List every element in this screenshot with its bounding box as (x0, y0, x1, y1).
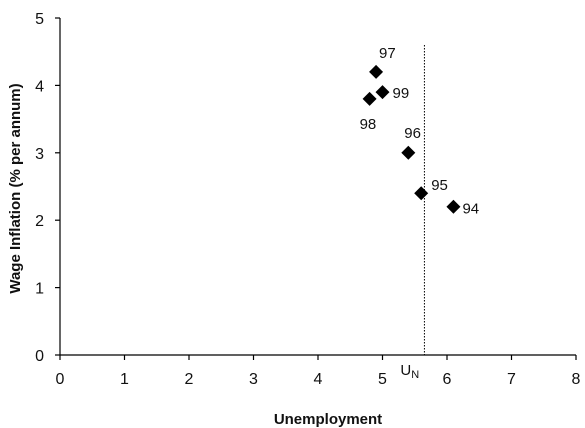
x-tick-label: 3 (249, 371, 258, 388)
x-tick-label: 0 (56, 371, 65, 388)
x-axis-title: Unemployment (274, 411, 382, 428)
data-point-label: 94 (462, 201, 479, 218)
data-point-label: 96 (404, 125, 421, 142)
x-tick-label: 1 (120, 371, 129, 388)
data-point-marker (362, 91, 377, 106)
data-points: 94 95 96 97 98 99 (360, 45, 480, 218)
data-point-marker (375, 85, 390, 100)
y-tick-label: 4 (35, 78, 44, 95)
data-point-label: 97 (379, 45, 396, 62)
x-tick-label: 4 (314, 371, 323, 388)
data-point-label: 99 (393, 85, 410, 102)
y-tick-label: 2 (35, 213, 44, 230)
x-tick-label: 6 (443, 371, 452, 388)
y-ticks: 0 1 2 3 4 5 (35, 11, 60, 365)
y-tick-label: 1 (35, 281, 44, 298)
data-point-label: 98 (360, 116, 377, 133)
data-point-marker (401, 145, 416, 160)
y-axis-title: Wage Inflation (% per annum) (7, 83, 24, 293)
x-tick-label: 5 (378, 371, 387, 388)
y-tick-label: 0 (35, 348, 44, 365)
x-tick-label: 2 (185, 371, 194, 388)
data-point-marker (414, 186, 429, 201)
natural-unemployment-label: UN (400, 362, 419, 381)
x-tick-label: 8 (572, 371, 581, 388)
y-tick-label: 3 (35, 146, 44, 163)
data-point-marker (446, 199, 461, 214)
data-point-marker (369, 64, 384, 79)
x-ticks: 0 1 2 3 4 5 6 7 8 (56, 355, 581, 388)
y-tick-label: 5 (35, 11, 44, 28)
axes (59, 18, 576, 356)
x-tick-label: 7 (507, 371, 516, 388)
data-point-label: 95 (431, 177, 448, 194)
